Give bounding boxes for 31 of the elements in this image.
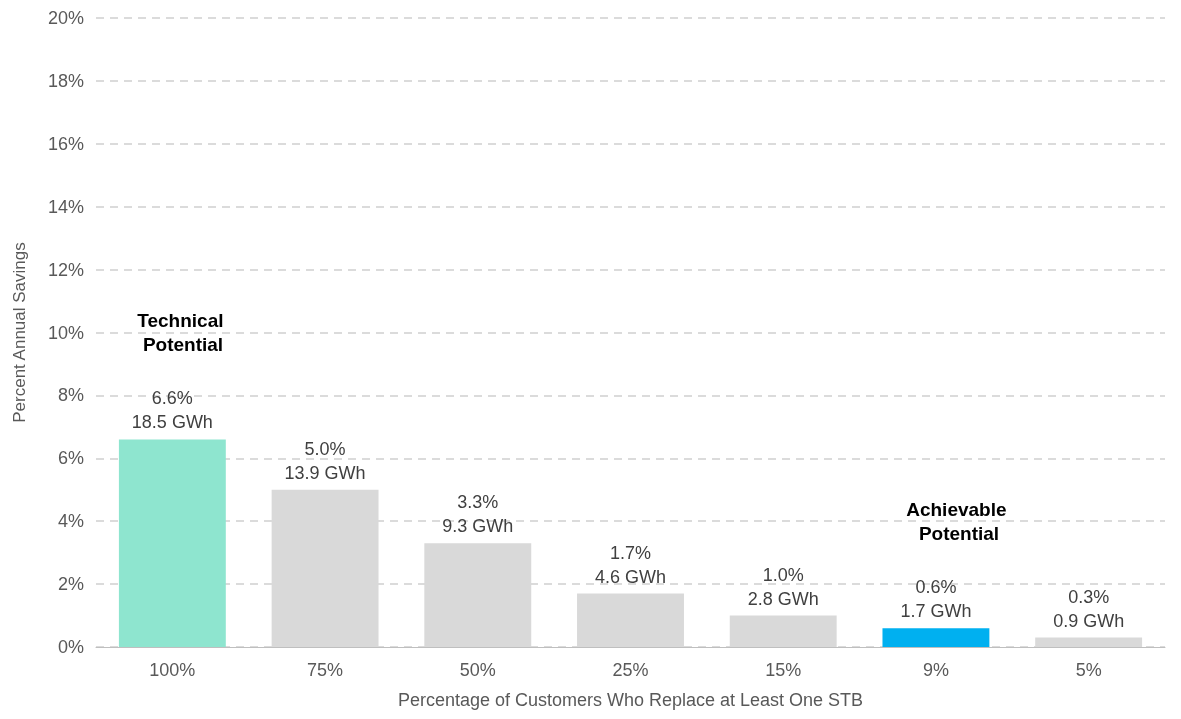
data-label: 6.6% 18.5 GWh [131, 388, 213, 433]
x-tick-label: 25% [612, 660, 649, 680]
x-axis-title: Percentage of Customers Who Replace at Least One STB [397, 690, 864, 710]
bar [882, 628, 990, 647]
data-label: 0.3% 0.9 GWh [1053, 586, 1125, 631]
y-tick-label: 2% [57, 574, 84, 595]
x-tick-label: 15% [765, 660, 802, 680]
y-tick-label: 12% [47, 259, 84, 280]
y-axis-title: Percent Annual Savings [10, 242, 29, 423]
bar [118, 439, 226, 647]
data-label: 1.7% 4.6 GWh [594, 542, 667, 587]
annotation: Technical Potential [137, 309, 229, 355]
y-tick-label: 18% [47, 70, 84, 91]
y-tick-label: 16% [47, 133, 84, 154]
x-tick-label: 50% [459, 660, 496, 680]
data-label: 0.6% 1.7 GWh [900, 577, 972, 622]
y-tick-label: 14% [47, 196, 84, 217]
y-tick-label: 8% [57, 385, 84, 406]
y-tick-label: 20% [47, 8, 84, 28]
y-tick-label: 10% [47, 322, 84, 343]
x-tick-label: 9% [922, 660, 949, 680]
y-tick-label: 6% [57, 448, 84, 469]
y-tick-label: 4% [57, 511, 84, 532]
y-tick-label: 0% [57, 637, 84, 657]
data-label: 3.3% 9.3 GWh [442, 492, 514, 537]
annotation: Achievable Potential [906, 498, 1012, 544]
x-tick-label: 5% [1075, 660, 1102, 680]
data-label: 1.0% 2.8 GWh [747, 564, 819, 609]
x-tick-label: 75% [307, 660, 344, 680]
x-tick-label: 100% [149, 660, 196, 680]
data-label: 5.0% 13.9 GWh [284, 438, 366, 483]
